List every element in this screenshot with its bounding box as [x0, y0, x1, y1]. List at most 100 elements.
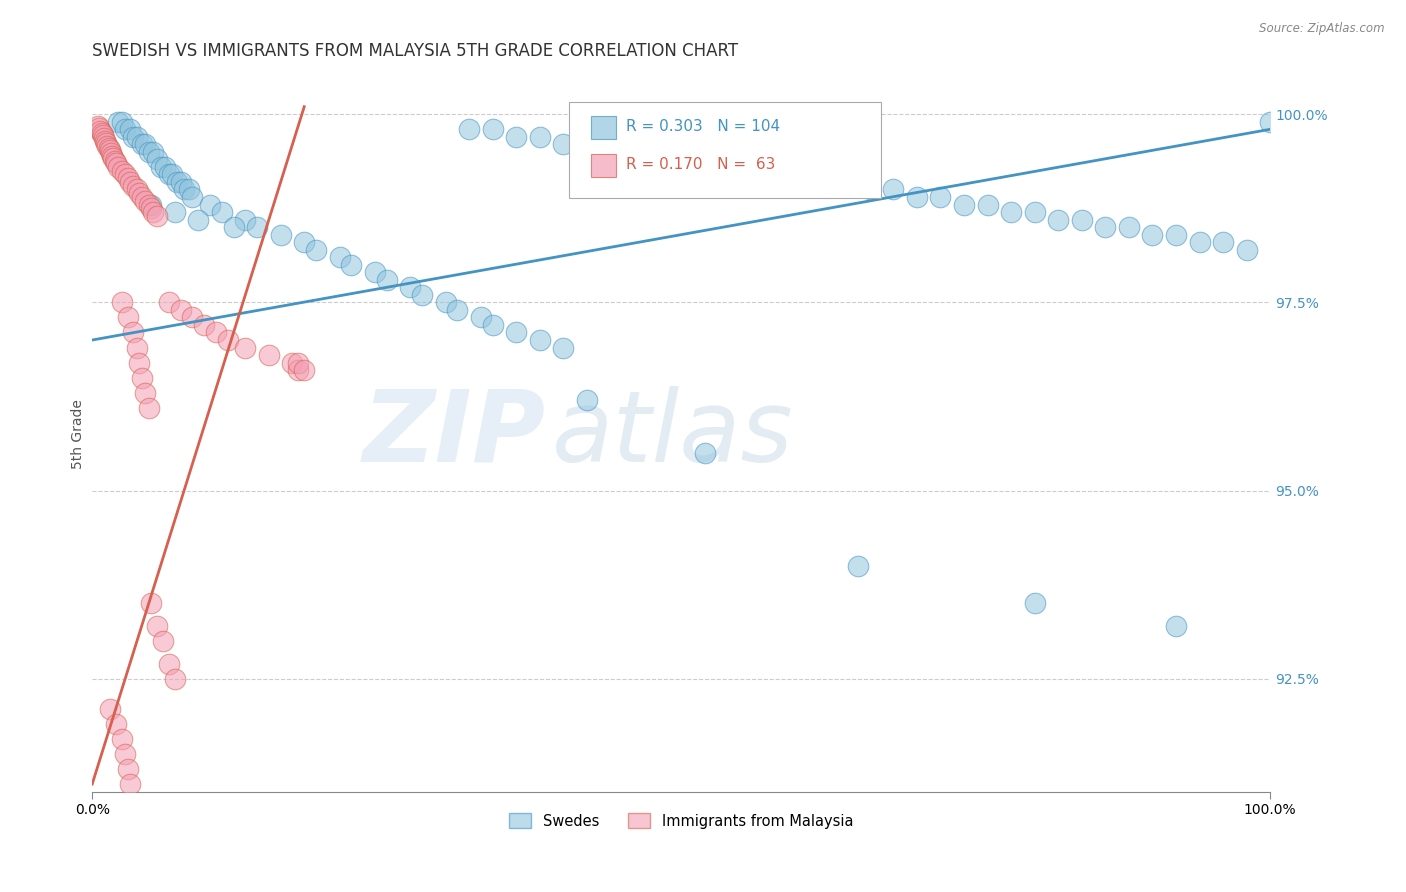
Point — [529, 333, 551, 347]
Point — [128, 186, 150, 201]
Point — [835, 175, 858, 189]
Point — [287, 363, 309, 377]
Point — [96, 138, 118, 153]
Text: R = 0.170   N =  63: R = 0.170 N = 63 — [626, 157, 775, 172]
Point — [882, 182, 904, 196]
Point — [125, 129, 148, 144]
Point — [929, 190, 952, 204]
Point — [505, 129, 527, 144]
Bar — [591, 153, 616, 177]
Point — [765, 168, 787, 182]
Point — [281, 356, 304, 370]
Point — [146, 619, 169, 633]
Point — [131, 370, 153, 384]
Point — [93, 131, 115, 145]
Point — [693, 153, 716, 167]
Point — [166, 175, 188, 189]
Point — [1236, 243, 1258, 257]
Point — [1164, 619, 1187, 633]
Point — [173, 182, 195, 196]
Point — [138, 197, 160, 211]
Point — [411, 288, 433, 302]
Point — [134, 137, 156, 152]
Point — [152, 634, 174, 648]
Point — [122, 326, 145, 340]
Point — [470, 310, 492, 325]
Point — [134, 385, 156, 400]
Point — [1094, 220, 1116, 235]
Point — [1024, 205, 1046, 219]
Text: R = 0.303   N = 104: R = 0.303 N = 104 — [626, 120, 780, 134]
Point — [181, 310, 204, 325]
Point — [1047, 212, 1070, 227]
Point — [111, 731, 134, 746]
Point — [181, 190, 204, 204]
Point — [375, 273, 398, 287]
Point — [1258, 114, 1281, 128]
Point — [811, 175, 834, 189]
Point — [142, 145, 165, 159]
Point — [976, 197, 998, 211]
Point — [1070, 212, 1092, 227]
Point — [575, 393, 598, 408]
Point — [97, 141, 120, 155]
Point — [103, 153, 125, 168]
Y-axis label: 5th Grade: 5th Grade — [72, 399, 86, 469]
Point — [125, 341, 148, 355]
Point — [693, 446, 716, 460]
Text: ZIP: ZIP — [363, 385, 546, 483]
Point — [671, 153, 693, 167]
Bar — [591, 116, 616, 139]
Point — [553, 341, 575, 355]
Point — [1000, 205, 1022, 219]
Point — [122, 178, 145, 193]
Point — [118, 777, 141, 791]
Point — [364, 265, 387, 279]
Point — [270, 227, 292, 242]
Point — [505, 326, 527, 340]
Point — [163, 672, 186, 686]
Point — [257, 348, 280, 362]
Point — [623, 145, 645, 159]
Point — [155, 160, 177, 174]
Text: SWEDISH VS IMMIGRANTS FROM MALAYSIA 5TH GRADE CORRELATION CHART: SWEDISH VS IMMIGRANTS FROM MALAYSIA 5TH … — [93, 42, 738, 60]
Point — [575, 137, 598, 152]
Point — [211, 205, 233, 219]
Point — [481, 122, 503, 136]
Point — [246, 220, 269, 235]
Point — [114, 168, 136, 182]
Point — [187, 212, 209, 227]
Point — [205, 326, 228, 340]
Point — [89, 120, 111, 135]
Point — [446, 302, 468, 317]
Point — [340, 258, 363, 272]
Point — [96, 136, 118, 150]
Point — [101, 148, 124, 162]
Point — [138, 401, 160, 415]
Point — [292, 235, 315, 249]
Point — [107, 114, 129, 128]
Point — [177, 182, 200, 196]
Point — [905, 190, 928, 204]
Point — [103, 151, 125, 165]
Point — [1142, 227, 1164, 242]
Point — [157, 295, 180, 310]
Point — [193, 318, 215, 332]
Point — [104, 156, 127, 170]
Point — [111, 114, 134, 128]
FancyBboxPatch shape — [569, 102, 882, 198]
Point — [111, 163, 134, 178]
Point — [89, 124, 111, 138]
Point — [399, 280, 422, 294]
Point — [117, 762, 139, 776]
Point — [146, 209, 169, 223]
Point — [114, 747, 136, 761]
Point — [138, 145, 160, 159]
Point — [222, 220, 245, 235]
Point — [599, 137, 621, 152]
Point — [117, 171, 139, 186]
Point — [329, 250, 352, 264]
Point — [233, 341, 256, 355]
Point — [149, 160, 172, 174]
Point — [287, 356, 309, 370]
